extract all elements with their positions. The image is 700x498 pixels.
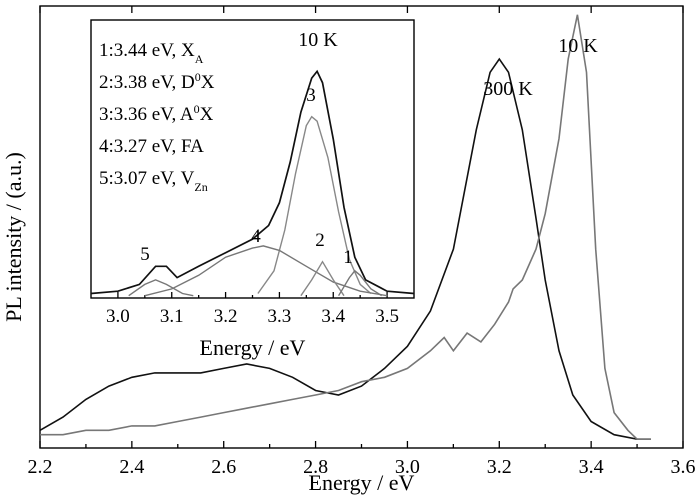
x-tick-label-1: 2.4 [119, 456, 144, 478]
inset-x-tick-label-5: 3.5 [375, 306, 399, 327]
inset-x-tick-label-3: 3.3 [268, 306, 292, 327]
inset-legend-entry-3: 3:3.36 eV, A0X [99, 102, 214, 125]
inset-peak-label-4: 4 [251, 226, 261, 247]
inset-legend-entry-1: 1:3.44 eV, XA [99, 40, 204, 66]
series-line-300-k [39, 57, 651, 440]
main-plot: 2.2 2.4 2.6 2.8 3.0 3.2 3.4 3.6 Energy / eV PL in… [1, 5, 696, 495]
inset-peak-label-5: 5 [140, 244, 150, 265]
inset-measured-line [90, 69, 415, 295]
x-tick-label-6: 3.4 [579, 456, 604, 478]
inset-background [60, 20, 415, 298]
x-tick-label-4: 3.0 [395, 456, 420, 478]
x-tick-label-2: 2.6 [211, 456, 236, 478]
inset-peak-fit-3 [257, 115, 372, 295]
x-tick-label-0: 2.2 [28, 456, 53, 478]
inset-x-tick-label-0: 3.0 [106, 306, 130, 327]
inset-legend-entry-2: 2:3.38 eV, D0X [99, 70, 215, 93]
inset-peak-label-2: 2 [315, 230, 325, 251]
inset-peak-fit-2 [300, 260, 345, 297]
y-axis-title: PL intensity / (a.u.) [1, 152, 26, 322]
series-line-10-k [40, 14, 651, 440]
inset-x-axis-title: Energy / eV [200, 335, 306, 360]
inset-plot: 3.0 3.1 3.2 3.3 3.4 3.5 Energy / eV 12 3 4 5 10 K 1:… [60, 19, 415, 360]
inset-peak-fit-4 [144, 245, 388, 297]
x-tick-label-7: 3.6 [671, 456, 696, 478]
x-tick-label-5: 3.2 [487, 456, 512, 478]
inset-peak-fit-5 [128, 279, 194, 297]
inset-title: 10 K [298, 29, 338, 51]
x-axis-title: Energy / eV [309, 470, 415, 495]
annotation-10k: 10 K [558, 35, 598, 57]
inset-peak-fit-1 [337, 269, 383, 297]
inset-x-tick-label-4: 3.4 [321, 306, 345, 327]
inset-legend-entry-5: 5:3.07 eV, VZn [99, 168, 208, 194]
inset-peak-label-3: 3 [306, 85, 316, 106]
annotation-300k: 300 K [483, 78, 533, 100]
x-tick-label-3: 2.8 [303, 456, 328, 478]
inset-peak-label-1: 1 [343, 247, 353, 268]
inset-x-tick-label-1: 3.1 [160, 306, 184, 327]
inset-x-tick-label-2: 3.2 [214, 306, 238, 327]
inset-legend-entry-4: 4:3.27 eV, FA [99, 136, 204, 157]
